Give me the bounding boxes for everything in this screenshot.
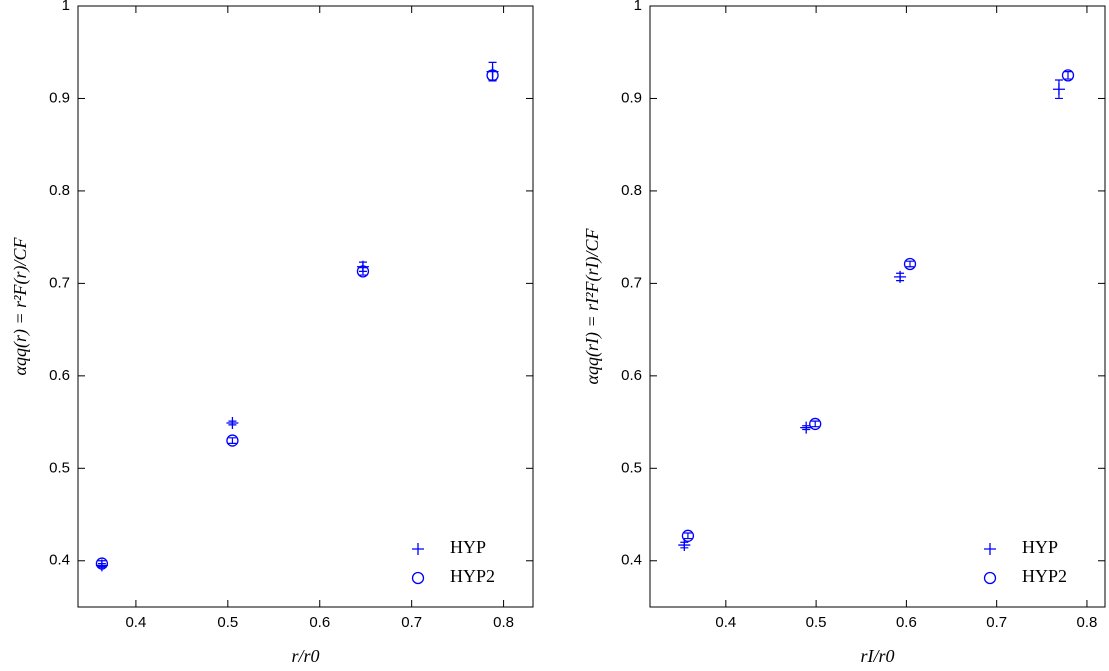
circle-marker — [1061, 69, 1075, 82]
legend-label: HYP2 — [1022, 566, 1067, 586]
y-tick-label: 0.9 — [49, 89, 70, 106]
y-tick-label: 0.5 — [49, 459, 70, 476]
y-tick-label: 0.4 — [621, 552, 642, 569]
y-tick-label: 0.5 — [621, 459, 642, 476]
circle-marker — [95, 557, 109, 570]
error-bar — [811, 420, 820, 428]
x-tick-label: 0.7 — [986, 614, 1007, 631]
y-tick-label: 0.4 — [49, 552, 70, 569]
y-axis-label: αqq(r) = r²F(r)/CF — [10, 237, 31, 376]
y-tick-label: 0.8 — [49, 182, 70, 199]
legend-label: HYP — [450, 537, 486, 557]
circle-marker — [681, 529, 695, 542]
plot-frame — [77, 5, 534, 608]
legend-label: HYP — [1022, 537, 1058, 557]
error-bar — [97, 560, 106, 567]
y-axis-label: αqq(rI) = rI²F(rI)/CF — [582, 228, 603, 385]
x-tick-label: 0.5 — [806, 614, 827, 631]
x-tick-label: 0.5 — [217, 614, 238, 631]
y-tick-label: 1 — [62, 0, 70, 14]
x-tick-label: 0.4 — [715, 614, 736, 631]
x-tick-label: 0.8 — [1077, 614, 1098, 631]
x-tick-label: 0.4 — [125, 614, 146, 631]
legend-label: HYP2 — [450, 566, 495, 586]
y-tick-label: 0.7 — [621, 274, 642, 291]
circle-marker — [486, 69, 499, 82]
error-bar — [906, 260, 914, 268]
circle-marker — [226, 434, 239, 447]
y-tick-label: 0.6 — [49, 367, 70, 384]
plus-marker — [1052, 83, 1065, 96]
error-bar — [683, 532, 692, 540]
x-tick-label: 0.6 — [309, 614, 330, 631]
x-tick-label: 0.7 — [401, 614, 422, 631]
plot-frame — [649, 5, 1106, 608]
legend-marker — [411, 571, 425, 585]
x-axis-label: rI/r0 — [860, 646, 894, 666]
y-tick-label: 0.6 — [621, 367, 642, 384]
error-bar — [1063, 71, 1072, 80]
y-tick-label: 1 — [634, 0, 642, 14]
y-tick-label: 0.7 — [49, 274, 70, 291]
x-tick-label: 0.8 — [493, 614, 514, 631]
y-tick-label: 0.8 — [621, 182, 642, 199]
x-tick-label: 0.6 — [896, 614, 917, 631]
y-tick-label: 0.9 — [621, 89, 642, 106]
x-axis-label: r/r0 — [291, 646, 319, 666]
error-bar — [228, 437, 237, 444]
legend-marker — [984, 543, 996, 555]
plus-marker — [678, 539, 691, 552]
legend-marker — [983, 571, 997, 585]
legend-marker — [412, 543, 424, 555]
plus-marker — [800, 421, 813, 434]
circle-marker — [356, 265, 370, 278]
plus-marker — [226, 417, 239, 430]
plus-marker — [894, 270, 907, 283]
error-bar — [358, 267, 367, 276]
circle-marker — [809, 417, 822, 431]
circle-marker — [903, 257, 917, 271]
